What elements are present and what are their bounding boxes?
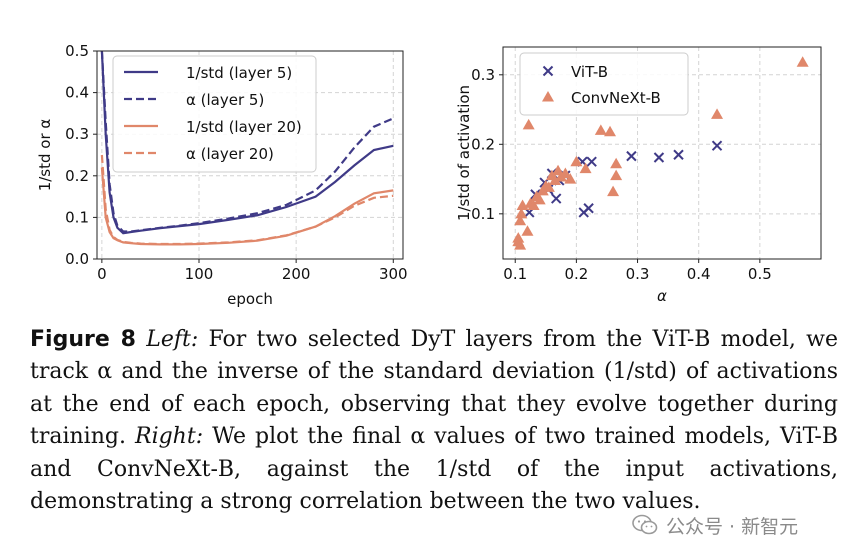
right-plot-frame	[502, 46, 822, 260]
right-legend-box	[519, 52, 689, 116]
left-x-tick-label: 300	[379, 265, 408, 283]
left-legend-label-0: 1/std (layer 5)	[186, 64, 292, 82]
right-x-tick-label: 0.3	[626, 265, 650, 283]
left-x-tick-label: 100	[185, 265, 214, 283]
scatter-point-convnext	[548, 174, 561, 185]
left-series-line-3	[100, 154, 394, 246]
scatter-point-convnext	[559, 167, 572, 179]
scatter-point-convnext	[515, 207, 528, 219]
left-y-tick-label: 0.2	[65, 167, 89, 185]
scatter-point-convnext	[514, 239, 527, 250]
left-x-tick-label: 200	[282, 265, 311, 283]
watermark-text: 公众号 · 新智元	[666, 515, 799, 538]
scatter-point-convnext	[521, 225, 534, 236]
scatter-point-convnext	[711, 108, 724, 119]
right-legend-marker-0	[542, 65, 554, 77]
left-legend-label-3: α (layer 20)	[186, 145, 274, 163]
caption-label: Figure 8	[30, 327, 136, 352]
scatter-point-vit-b	[583, 203, 594, 214]
scatter-point-convnext	[604, 125, 617, 137]
right-x-tick-label: 0.4	[687, 265, 711, 283]
right-y-tick-label: 0.3	[471, 66, 495, 84]
right-y-axis-label: 1/std of activation	[455, 85, 473, 221]
scatter-point-convnext	[527, 199, 540, 210]
figure-caption: Figure 8 Left: For two selected DyT laye…	[30, 324, 838, 518]
left-y-tick-label: 0.4	[65, 84, 89, 102]
scatter-point-vit	[583, 203, 594, 214]
scatter-point-convnext	[522, 118, 535, 130]
scatter-point-convnext	[594, 124, 607, 135]
left-line-chart: 0 100 200 300 0.0 0.1 0.2 0.3 0.4 0.5 epoch 1/std o…	[36, 42, 822, 308]
right-y-tick-label: 0.1	[471, 205, 495, 223]
scatter-point-convnext	[564, 173, 577, 184]
caption-text-b: We plot the final α values of two traine…	[30, 424, 839, 515]
left-x-tick-label: 0	[97, 265, 107, 283]
scatter-point-vit-b	[626, 150, 637, 162]
watermark: 公众号 · 新智元	[632, 510, 798, 540]
left-legend-label-2: 1/std (layer 20)	[186, 118, 302, 136]
left-y-tick-label: 0.1	[65, 208, 89, 226]
scatter-point-vit	[586, 156, 597, 167]
left-y-tick-label: 0.3	[65, 125, 89, 143]
scatter-point-convnext	[610, 169, 623, 181]
scatter-point-convnext	[607, 185, 620, 197]
scatter-point-convnext	[570, 155, 583, 167]
scatter-point-vit-b	[586, 156, 597, 167]
right-legend-marker-1	[542, 91, 554, 102]
left-plot-frame	[96, 50, 404, 260]
left-series-line-2	[100, 167, 394, 246]
scatter-point-vit	[673, 149, 684, 160]
right-y-tick-label: 0.2	[471, 135, 495, 153]
right-legend-marker-0-b	[542, 65, 554, 77]
right-x-tick-label: 0.2	[564, 265, 588, 283]
scatter-point-vit	[711, 140, 723, 151]
scatter-point-vit	[550, 193, 562, 204]
left-legend-box	[112, 55, 317, 173]
left-x-axis-label: epoch	[227, 290, 273, 308]
scatter-point-convnext	[542, 181, 555, 192]
caption-right-word: Right:	[135, 424, 204, 450]
caption-left-word: Left:	[146, 327, 199, 352]
scatter-point-convnext	[796, 56, 809, 67]
scatter-point-convnext	[579, 162, 592, 174]
right-x-tick-label: 0.5	[748, 265, 772, 283]
scatter-point-vit-b	[673, 149, 684, 160]
scatter-point-convnext	[514, 214, 527, 226]
left-legend-label-1: α (layer 5)	[186, 91, 264, 109]
caption-text-a: For two selected DyT layers from the ViT…	[30, 327, 839, 450]
scatter-point-convnext	[610, 157, 623, 169]
scatter-point-convnext	[512, 232, 525, 243]
left-series-line-1	[100, 50, 394, 233]
left-y-tick-label: 0.0	[65, 250, 89, 268]
scatter-point-vit	[626, 150, 637, 162]
scatter-point-vit-b	[550, 193, 562, 204]
wechat-icon	[632, 514, 658, 535]
right-legend-label-1: ConvNeXt-B	[571, 89, 661, 107]
left-y-tick-label: 0.5	[65, 42, 89, 60]
right-legend-label-0: ViT-B	[571, 63, 608, 81]
scatter-point-vit	[653, 152, 665, 163]
scatter-point-vit-b	[711, 140, 723, 151]
left-y-axis-label: 1/std or α	[36, 119, 54, 192]
scatter-point-convnext	[533, 193, 546, 205]
right-x-axis-label: α	[657, 287, 667, 305]
right-x-tick-label: 0.1	[503, 265, 527, 283]
scatter-point-vit-b	[653, 152, 665, 163]
